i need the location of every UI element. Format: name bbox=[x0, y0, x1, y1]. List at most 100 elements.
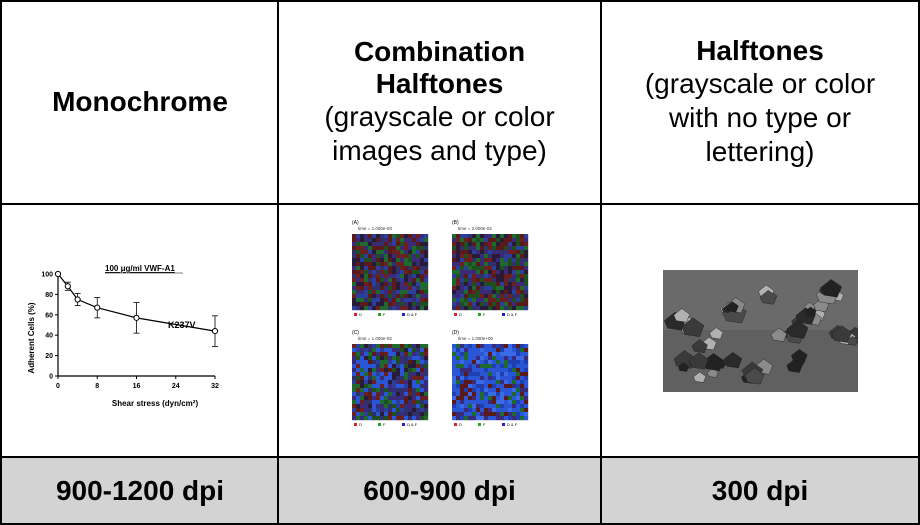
halftone-cell bbox=[455, 257, 460, 262]
halftone-cell bbox=[487, 375, 492, 380]
halftone-cell bbox=[415, 285, 420, 290]
halftone-cell bbox=[375, 395, 380, 400]
halftone-cell bbox=[367, 387, 372, 392]
halftone-cell bbox=[519, 233, 524, 238]
halftone-cell bbox=[355, 371, 360, 376]
halftone-cell bbox=[523, 301, 528, 306]
halftone-cell bbox=[387, 403, 392, 408]
halftone-cell bbox=[483, 347, 488, 352]
halftone-cell bbox=[451, 273, 456, 278]
halftone-cell bbox=[407, 407, 412, 412]
halftone-cell bbox=[371, 245, 376, 250]
halftone-cell bbox=[367, 297, 372, 302]
halftone-cell bbox=[503, 301, 508, 306]
halftone-cell bbox=[515, 281, 520, 286]
halftone-cell bbox=[475, 253, 480, 258]
halftone-cell bbox=[471, 359, 476, 364]
halftone-cell bbox=[499, 395, 504, 400]
halftone-cell bbox=[451, 379, 456, 384]
halftone-cell bbox=[399, 375, 404, 380]
panel-time: time = 1.000e+00 bbox=[458, 336, 494, 341]
halftone-cell bbox=[423, 343, 428, 348]
halftone-cell bbox=[395, 391, 400, 396]
halftone-cell bbox=[379, 415, 384, 420]
halftone-cell bbox=[507, 351, 512, 356]
halftone-cell bbox=[467, 301, 472, 306]
halftone-cell bbox=[467, 415, 472, 420]
x-tick-label: 32 bbox=[211, 383, 219, 390]
halftone-cell bbox=[495, 347, 500, 352]
halftone-cell bbox=[379, 383, 384, 388]
halftone-cell bbox=[371, 269, 376, 274]
halftone-cell bbox=[491, 261, 496, 266]
halftone-cell bbox=[423, 391, 428, 396]
halftone-cell bbox=[383, 237, 388, 242]
halftone-cell bbox=[411, 265, 416, 270]
halftone-cell bbox=[467, 387, 472, 392]
halftone-cell bbox=[511, 367, 516, 372]
halftone-cell bbox=[499, 237, 504, 242]
halftone-cell bbox=[475, 305, 480, 310]
halftone-cell bbox=[355, 237, 360, 242]
halftone-cell bbox=[363, 297, 368, 302]
halftone-cell bbox=[519, 367, 524, 372]
halftone-cell bbox=[387, 391, 392, 396]
halftone-cell bbox=[503, 363, 508, 368]
halftone-cell bbox=[463, 407, 468, 412]
halftone-cell bbox=[387, 293, 392, 298]
halftone-cell bbox=[519, 241, 524, 246]
halftone-cell bbox=[483, 415, 488, 420]
halftone-cell bbox=[499, 269, 504, 274]
halftone-cell bbox=[375, 387, 380, 392]
halftone-cell bbox=[507, 261, 512, 266]
halftone-cell bbox=[399, 293, 404, 298]
halftone-cell bbox=[515, 277, 520, 282]
y-tick-label: 80 bbox=[45, 291, 53, 298]
halftone-cell bbox=[407, 411, 412, 416]
halftone-cell bbox=[459, 301, 464, 306]
halftone-cell bbox=[351, 395, 356, 400]
data-point bbox=[64, 282, 71, 289]
halftone-cell bbox=[367, 415, 372, 420]
halftone-cell bbox=[499, 355, 504, 360]
halftone-cell bbox=[371, 355, 376, 360]
halftone-cell bbox=[375, 411, 380, 416]
halftone-cell bbox=[519, 305, 524, 310]
halftone-cell bbox=[367, 301, 372, 306]
halftone-cell bbox=[367, 411, 372, 416]
halftone-cell bbox=[383, 297, 388, 302]
halftone-cell bbox=[387, 383, 392, 388]
halftone-cell bbox=[511, 293, 516, 298]
halftone-cell bbox=[367, 233, 372, 238]
halftone-cell bbox=[391, 399, 396, 404]
halftone-cell bbox=[411, 403, 416, 408]
halftone-cell bbox=[359, 351, 364, 356]
halftone-cell bbox=[459, 265, 464, 270]
halftone-cell bbox=[395, 395, 400, 400]
halftone-cell bbox=[395, 371, 400, 376]
halftone-cell bbox=[395, 343, 400, 348]
halftone-cell bbox=[507, 379, 512, 384]
halftone-cell bbox=[523, 387, 528, 392]
halftone-cell bbox=[455, 241, 460, 246]
halftone-cell bbox=[391, 391, 396, 396]
halftone-cell bbox=[451, 241, 456, 246]
halftone-cell bbox=[399, 371, 404, 376]
halftone-cell bbox=[391, 347, 396, 352]
halftone-cell bbox=[491, 375, 496, 380]
halftone-cell bbox=[415, 399, 420, 404]
halftone-cell bbox=[471, 371, 476, 376]
halftone-cell bbox=[455, 253, 460, 258]
halftone-cell bbox=[367, 237, 372, 242]
halftone-cell bbox=[467, 237, 472, 242]
halftone-cell bbox=[495, 395, 500, 400]
halftone-cell bbox=[411, 237, 416, 242]
halftone-cell bbox=[415, 273, 420, 278]
crystal-shape bbox=[714, 358, 726, 369]
halftone-cell bbox=[507, 253, 512, 258]
halftone-cell bbox=[471, 257, 476, 262]
simulation-panel: (B)time = 2.000e-02D F D & F bbox=[451, 220, 528, 317]
halftone-cell bbox=[351, 293, 356, 298]
halftone-cell bbox=[503, 375, 508, 380]
halftone-cell bbox=[387, 395, 392, 400]
